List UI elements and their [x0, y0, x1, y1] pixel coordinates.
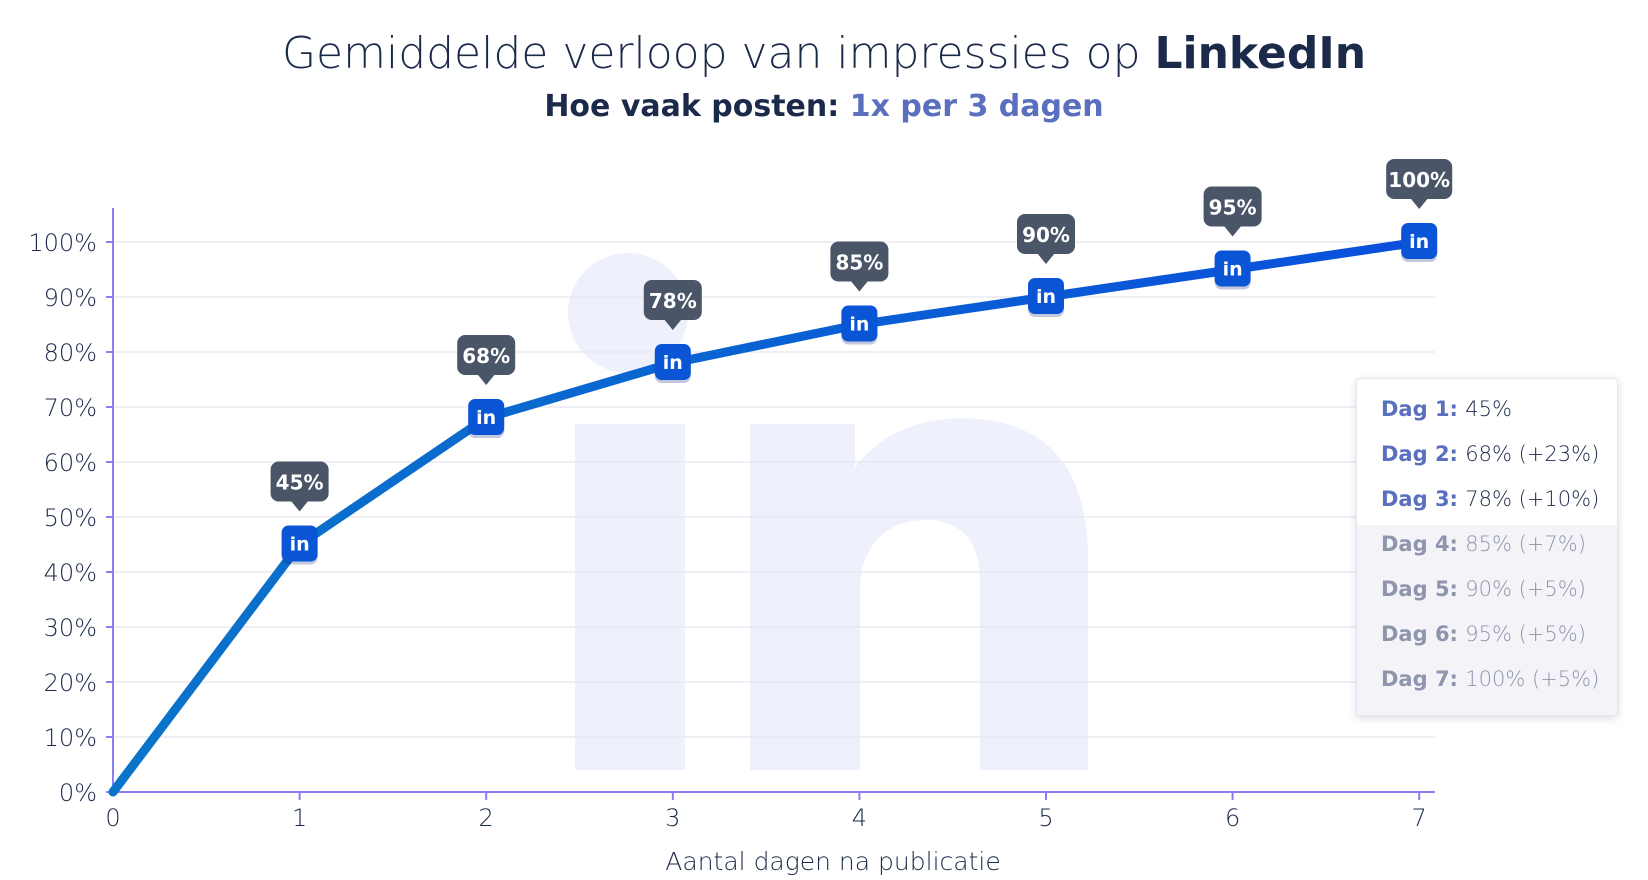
- summary-row: Dag 1: 45%: [1381, 397, 1512, 421]
- linkedin-marker-icon: in: [468, 399, 505, 438]
- linkedin-marker-icon: in: [1401, 223, 1438, 262]
- data-label: 85%: [830, 241, 889, 292]
- grid-lines: [113, 241, 1435, 738]
- series-line: [108, 237, 1424, 797]
- y-tick-labels: 0% 10% 20% 30% 40% 50% 60% 70% 80% 90% 100%: [28, 229, 97, 807]
- x-tick-label: 0: [105, 804, 120, 832]
- summary-day-value: 85% (+7%): [1465, 532, 1586, 556]
- data-label-text: 95%: [1209, 196, 1257, 220]
- summary-day-value: 90% (+5%): [1465, 577, 1586, 601]
- linkedin-marker-icon: in: [841, 305, 878, 345]
- svg-text:in: in: [1036, 286, 1056, 308]
- y-tick-label: 70%: [44, 394, 97, 422]
- y-tick-label: 60%: [44, 449, 97, 477]
- linkedin-marker-icon: in: [1028, 278, 1064, 317]
- x-axis-label: Aantal dagen na publicatie: [665, 847, 1000, 876]
- summary-day-value: 100% (+5%): [1465, 667, 1600, 691]
- x-tick-label: 1: [292, 804, 307, 832]
- summary-row: Dag 2: 68% (+23%): [1381, 442, 1599, 466]
- summary-day-value: 45%: [1465, 397, 1512, 421]
- summary-row: Dag 3: 78% (+10%): [1381, 487, 1599, 511]
- x-tick-label: 4: [852, 804, 867, 832]
- y-tick-label: 50%: [44, 504, 97, 532]
- x-tick-label: 5: [1038, 804, 1053, 832]
- x-tick-label: 3: [665, 804, 680, 832]
- summary-day-label: Dag 6:: [1381, 622, 1466, 646]
- svg-text:in: in: [663, 352, 683, 374]
- y-tick-label: 10%: [44, 724, 97, 752]
- data-label-text: 45%: [276, 471, 324, 495]
- y-tick-label: 30%: [44, 614, 97, 642]
- data-label: 45%: [270, 461, 329, 512]
- data-label: 100%: [1386, 159, 1453, 209]
- summary-day-label: Dag 5:: [1381, 577, 1466, 601]
- summary-row: Dag 5: 90% (+5%): [1381, 577, 1586, 601]
- x-tick-label: 7: [1412, 804, 1427, 832]
- summary-day-value: 68% (+23%): [1465, 442, 1600, 466]
- summary-day-label: Dag 1:: [1381, 397, 1466, 421]
- summary-day-label: Dag 4:: [1381, 532, 1466, 556]
- data-label-text: 100%: [1388, 168, 1450, 192]
- data-label: 68%: [457, 335, 516, 385]
- x-tick-label: 6: [1225, 804, 1240, 832]
- summary-day-label: Dag 2:: [1381, 442, 1466, 466]
- data-label-text: 85%: [835, 251, 883, 275]
- svg-text:in: in: [1223, 259, 1243, 281]
- data-labels: 45% 68% 78% 85% 90% 95% 100%: [270, 159, 1453, 512]
- svg-text:in: in: [290, 534, 310, 556]
- data-markers: in in in in in in in: [281, 223, 1438, 565]
- y-tick-label: 100%: [28, 229, 97, 257]
- data-label: 90%: [1017, 214, 1075, 264]
- x-tick-labels: 0 1 2 3 4 5 6 7: [105, 804, 1426, 832]
- summary-day-value: 95% (+5%): [1465, 622, 1586, 646]
- summary-panel: Dag 1: 45% Dag 2: 68% (+23%) Dag 3: 78% (+…: [1356, 378, 1618, 716]
- linkedin-marker-icon: in: [281, 525, 318, 565]
- y-tick-label: 90%: [44, 284, 97, 312]
- data-label-text: 68%: [462, 344, 510, 368]
- summary-day-label: Dag 3:: [1381, 487, 1466, 511]
- data-label: 95%: [1203, 186, 1262, 237]
- data-label-text: 78%: [649, 289, 697, 313]
- y-tick-label: 0%: [59, 779, 97, 807]
- y-tick-label: 80%: [44, 339, 97, 367]
- axes: [106, 208, 1435, 800]
- svg-text:in: in: [849, 314, 869, 336]
- y-tick-label: 20%: [44, 669, 97, 697]
- summary-row: Dag 6: 95% (+5%): [1381, 622, 1586, 646]
- summary-row: Dag 7: 100% (+5%): [1381, 667, 1599, 691]
- x-tick-label: 2: [479, 804, 494, 832]
- chart-title: Gemiddelde verloop van impressies op Lin…: [282, 28, 1366, 79]
- linkedin-marker-icon: in: [654, 344, 691, 383]
- linkedin-marker-icon: in: [1214, 250, 1251, 290]
- chart-subtitle: Hoe vaak posten: 1x per 3 dagen: [544, 89, 1103, 124]
- summary-day-value: 78% (+10%): [1465, 487, 1600, 511]
- data-label: 78%: [643, 280, 702, 330]
- y-tick-label: 40%: [44, 559, 97, 587]
- svg-text:in: in: [476, 407, 496, 429]
- svg-text:in: in: [1409, 231, 1429, 253]
- data-label-text: 90%: [1022, 223, 1070, 247]
- summary-row: Dag 4: 85% (+7%): [1381, 532, 1586, 556]
- impressions-line: [108, 237, 1424, 797]
- summary-fade: [1357, 525, 1617, 715]
- summary-day-label: Dag 7:: [1381, 667, 1466, 691]
